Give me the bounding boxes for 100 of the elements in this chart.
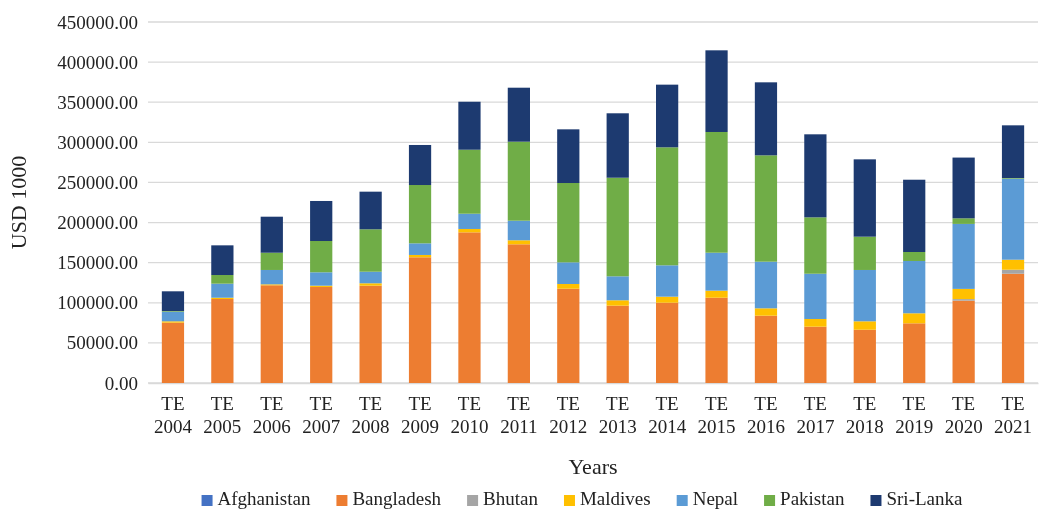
x-tick-label: TE 2005	[203, 393, 242, 438]
bar	[754, 315, 778, 383]
bar	[557, 288, 580, 383]
bar	[260, 269, 283, 285]
bar	[408, 185, 432, 244]
bar	[458, 232, 481, 383]
x-tick-label: TE 2007	[302, 393, 341, 438]
y-tick-label: 50000.00	[66, 332, 138, 354]
bar	[656, 147, 679, 266]
x-tick-label: TE 2020	[944, 393, 983, 438]
bar	[359, 271, 382, 284]
legend-label: Pakistan	[780, 488, 845, 509]
bar	[705, 131, 728, 253]
bar	[705, 297, 728, 383]
y-tick-label: 300000.00	[57, 131, 138, 153]
bar	[211, 283, 234, 298]
bar	[804, 318, 827, 327]
x-tick-label: TE 2019	[895, 393, 934, 438]
legend-label: Sri-Lanka	[886, 488, 963, 509]
x-tick-label: TE 2015	[697, 393, 736, 438]
x-tick-label: TE 2010	[450, 393, 489, 438]
bar	[211, 275, 234, 284]
bar	[705, 252, 728, 291]
bar	[1001, 269, 1025, 274]
x-tick-label: TE 2018	[845, 393, 884, 438]
legend-label: Bhutan	[483, 488, 539, 509]
bar	[952, 157, 975, 219]
x-tick-label: TE 2013	[598, 393, 637, 438]
bar	[804, 273, 827, 319]
bar	[458, 228, 481, 233]
bar	[1001, 125, 1025, 179]
y-axis-title: USD 1000	[6, 155, 31, 250]
y-tick-label: 0.00	[104, 372, 138, 394]
bar	[804, 134, 827, 218]
x-tick-label: TE 2017	[796, 393, 835, 438]
y-tick-label: 400000.00	[57, 51, 138, 73]
y-tick-label: 200000.00	[57, 212, 138, 234]
bar	[754, 261, 778, 309]
x-tick-label: TE 2008	[351, 393, 390, 438]
bar	[359, 191, 382, 230]
bar	[557, 129, 580, 184]
bar	[705, 50, 728, 132]
bar	[458, 149, 481, 214]
bar	[656, 84, 679, 148]
bar	[408, 144, 432, 186]
x-tick-label: TE 2006	[252, 393, 291, 438]
bar	[507, 240, 530, 245]
legend-label: Afghanistan	[217, 488, 311, 509]
bar	[211, 245, 234, 276]
x-tick-label: TE 2012	[549, 393, 588, 438]
bar	[408, 243, 432, 255]
bar	[656, 296, 679, 303]
bar	[952, 223, 975, 289]
y-tick-label: 150000.00	[57, 252, 138, 274]
bar	[853, 269, 876, 322]
bar	[754, 82, 778, 156]
bar	[1001, 273, 1025, 383]
bar	[507, 141, 530, 221]
bar	[1001, 259, 1025, 270]
x-tick-label: TE 2004	[153, 393, 193, 438]
bar	[903, 313, 926, 324]
bar	[408, 257, 432, 383]
bar	[310, 272, 333, 286]
bar	[557, 284, 580, 289]
bar	[705, 290, 728, 298]
bar	[903, 179, 926, 252]
bar	[853, 236, 876, 270]
bar	[656, 265, 679, 297]
bar	[507, 244, 530, 383]
bar	[359, 285, 382, 383]
bar	[260, 252, 283, 270]
bar	[310, 241, 333, 273]
y-tick-label: 250000.00	[57, 172, 138, 194]
bar	[606, 276, 629, 301]
bar	[804, 217, 827, 274]
bar	[903, 260, 926, 314]
bar	[952, 218, 975, 224]
legend-label: Nepal	[692, 488, 739, 509]
bar	[903, 323, 926, 383]
bar	[359, 229, 382, 272]
y-tick-label: 450000.00	[57, 11, 138, 33]
y-tick-label: 350000.00	[57, 91, 138, 113]
bar	[606, 113, 629, 178]
x-tick-label: TE 2009	[401, 393, 440, 438]
bar	[161, 291, 185, 312]
bar	[507, 87, 530, 142]
x-axis-title: Years	[568, 454, 618, 479]
bar	[161, 311, 185, 322]
bar	[853, 321, 876, 330]
bar	[507, 220, 530, 241]
legend-label: Bangladesh	[352, 488, 442, 509]
bar	[853, 159, 876, 237]
bar	[260, 285, 283, 383]
bar	[557, 262, 580, 285]
bar	[359, 283, 382, 286]
y-tick-label: 100000.00	[57, 292, 138, 314]
x-tick-label: TE 2014	[648, 393, 687, 438]
bar	[161, 322, 185, 383]
bar	[656, 302, 679, 383]
bar	[606, 300, 629, 306]
